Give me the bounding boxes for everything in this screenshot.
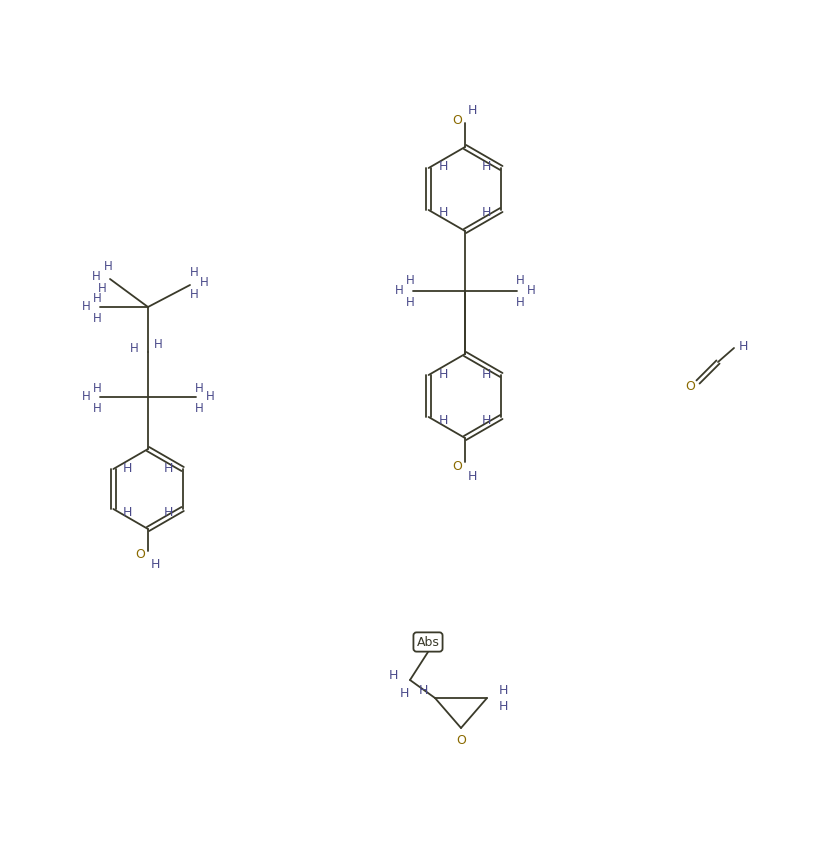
Text: O: O xyxy=(452,459,462,472)
Text: H: H xyxy=(481,367,491,380)
Text: H: H xyxy=(91,270,100,283)
Text: H: H xyxy=(439,206,449,219)
Text: H: H xyxy=(467,103,477,117)
Text: H: H xyxy=(738,340,747,353)
Text: H: H xyxy=(481,206,491,219)
Text: H: H xyxy=(123,461,132,474)
Text: H: H xyxy=(200,276,208,289)
Text: H: H xyxy=(388,669,398,682)
Text: H: H xyxy=(93,401,101,414)
Text: H: H xyxy=(130,343,138,355)
Text: H: H xyxy=(194,381,203,394)
Text: H: H xyxy=(516,296,524,309)
Text: H: H xyxy=(399,687,409,699)
Text: H: H xyxy=(418,683,428,697)
Text: H: H xyxy=(406,274,414,287)
Text: H: H xyxy=(164,461,174,474)
Text: H: H xyxy=(406,296,414,309)
Text: O: O xyxy=(456,734,466,746)
Text: H: H xyxy=(189,287,198,300)
Text: H: H xyxy=(516,274,524,287)
Text: H: H xyxy=(498,683,508,697)
Text: H: H xyxy=(151,557,160,570)
Text: H: H xyxy=(439,413,449,426)
Text: H: H xyxy=(81,300,91,314)
Text: H: H xyxy=(98,282,106,295)
Text: H: H xyxy=(439,160,449,173)
Text: H: H xyxy=(439,367,449,380)
Text: H: H xyxy=(498,699,508,712)
Text: H: H xyxy=(123,505,132,518)
Text: H: H xyxy=(93,291,101,304)
Text: H: H xyxy=(394,285,403,297)
Text: O: O xyxy=(685,379,695,392)
Text: O: O xyxy=(452,114,462,127)
Text: H: H xyxy=(93,381,101,394)
Text: O: O xyxy=(135,547,145,560)
Text: H: H xyxy=(206,390,214,403)
Text: H: H xyxy=(154,338,162,351)
Text: Abs: Abs xyxy=(416,636,439,648)
Text: H: H xyxy=(164,505,174,518)
Text: H: H xyxy=(93,311,101,324)
Text: H: H xyxy=(104,260,113,273)
Text: H: H xyxy=(481,160,491,173)
Text: H: H xyxy=(481,413,491,426)
Text: H: H xyxy=(467,470,477,483)
Text: H: H xyxy=(81,390,91,403)
Text: H: H xyxy=(527,285,536,297)
Text: H: H xyxy=(194,401,203,414)
Text: H: H xyxy=(189,266,198,279)
